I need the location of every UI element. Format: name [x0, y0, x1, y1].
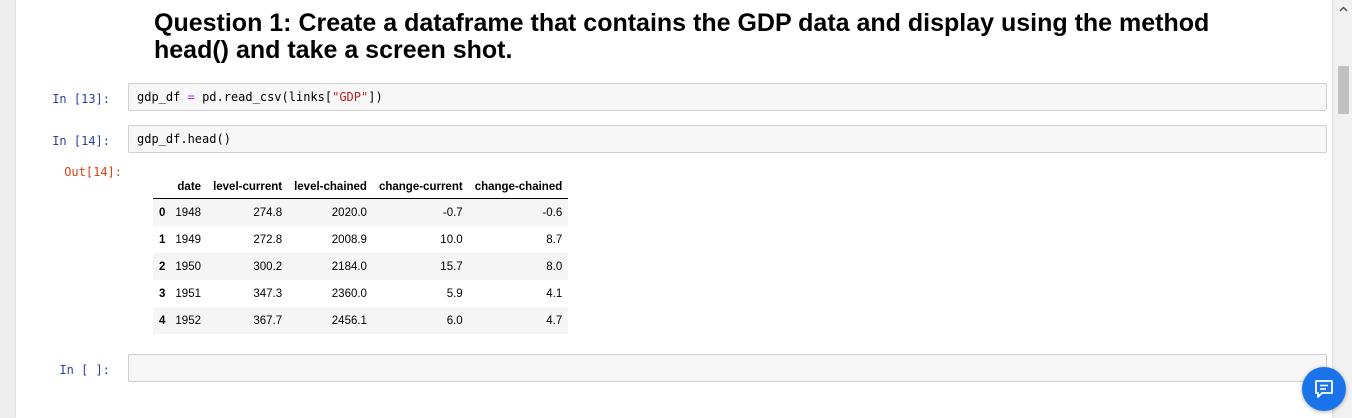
row-index: 4	[159, 314, 166, 327]
input-prompt-14: In [14]:	[52, 134, 110, 148]
cell-change-chained: 4.7	[546, 314, 563, 327]
column-header-index	[153, 176, 172, 199]
cell-change-current: 5.9	[446, 287, 463, 300]
cell-level-current: 347.3	[253, 287, 283, 300]
cell-date: 1952	[175, 314, 201, 327]
cell-date: 1949	[175, 233, 201, 246]
heading-line-1: Question 1: Create a dataframe that cont…	[154, 9, 1210, 37]
code-string: "GDP"	[332, 90, 369, 104]
cell-date: 1951	[175, 287, 201, 300]
input-prompt-empty: In [ ]:	[59, 363, 110, 377]
cell-level-chained: 2456.1	[331, 314, 367, 327]
output-prompt-14: Out[14]:	[64, 165, 122, 179]
cell-change-current: 15.7	[440, 260, 463, 273]
column-header-level-chained: level-chained	[288, 176, 373, 199]
table-row: 0 1948 274.8 2020.0 -0.7 -0.6	[153, 198, 569, 226]
cell-level-current: 367.7	[253, 314, 283, 327]
chevron-up-icon[interactable]	[1335, 0, 1352, 17]
code-call: pd.read_csv(links[	[202, 90, 333, 104]
code-operator: =	[187, 90, 195, 104]
cell-level-chained: 2020.0	[331, 206, 367, 219]
vertical-scrollbar[interactable]	[1335, 0, 1352, 418]
table-row: 3 1951 347.3 2360.0 5.9 4.1	[153, 280, 569, 307]
cell-change-current: 10.0	[440, 233, 463, 246]
column-header-level-current: level-current	[207, 176, 289, 199]
cell-level-current: 272.8	[253, 233, 283, 246]
row-index: 3	[159, 287, 166, 300]
table-row: 4 1952 367.7 2456.1 6.0 4.7	[153, 307, 569, 334]
cell-change-chained: 4.1	[546, 287, 563, 300]
code-cell-13[interactable]: gdp_df = pd.read_csv(links["GDP"])	[128, 83, 1327, 111]
cell-change-chained: 8.7	[546, 233, 563, 246]
code-var: gdp_df	[137, 90, 181, 104]
row-index: 1	[159, 233, 166, 246]
cell-date: 1948	[175, 206, 201, 219]
cell-change-current: -0.7	[442, 206, 463, 219]
row-index: 0	[159, 206, 166, 219]
cell-level-chained: 2008.9	[331, 233, 367, 246]
column-header-change-current: change-current	[372, 176, 469, 199]
markdown-heading: Question 1: Create a dataframe that cont…	[154, 10, 1304, 64]
cell-level-chained: 2360.0	[331, 287, 367, 300]
column-header-change-chained: change-chained	[468, 176, 569, 199]
notebook-page: Question 1: Create a dataframe that cont…	[16, 0, 1332, 418]
cell-change-current: 6.0	[446, 314, 463, 327]
heading-line-2: head() and take a screen shot.	[154, 36, 513, 64]
cell-level-current: 300.2	[253, 260, 283, 273]
code-cell-empty[interactable]	[128, 354, 1327, 382]
input-prompt-13: In [13]:	[52, 92, 110, 106]
cell-level-chained: 2184.0	[331, 260, 367, 273]
table-row: 2 1950 300.2 2184.0 15.7 8.0	[153, 253, 569, 280]
code-close: ])	[368, 90, 383, 104]
code-cell-14[interactable]: gdp_df.head()	[128, 125, 1327, 153]
table-header-row: date level-current level-chained change-…	[153, 176, 569, 199]
cell-date: 1950	[175, 260, 201, 273]
chat-icon	[1315, 380, 1333, 398]
scrollbar-thumb[interactable]	[1338, 66, 1349, 114]
column-header-date: date	[171, 176, 208, 199]
cell-change-chained: -0.6	[542, 206, 563, 219]
dataframe-table: date level-current level-chained change-…	[153, 176, 569, 334]
chat-button[interactable]	[1302, 367, 1346, 411]
cell-level-current: 274.8	[253, 206, 283, 219]
cell-change-chained: 8.0	[546, 260, 563, 273]
table-row: 1 1949 272.8 2008.9 10.0 8.7	[153, 226, 569, 253]
row-index: 2	[159, 260, 166, 273]
